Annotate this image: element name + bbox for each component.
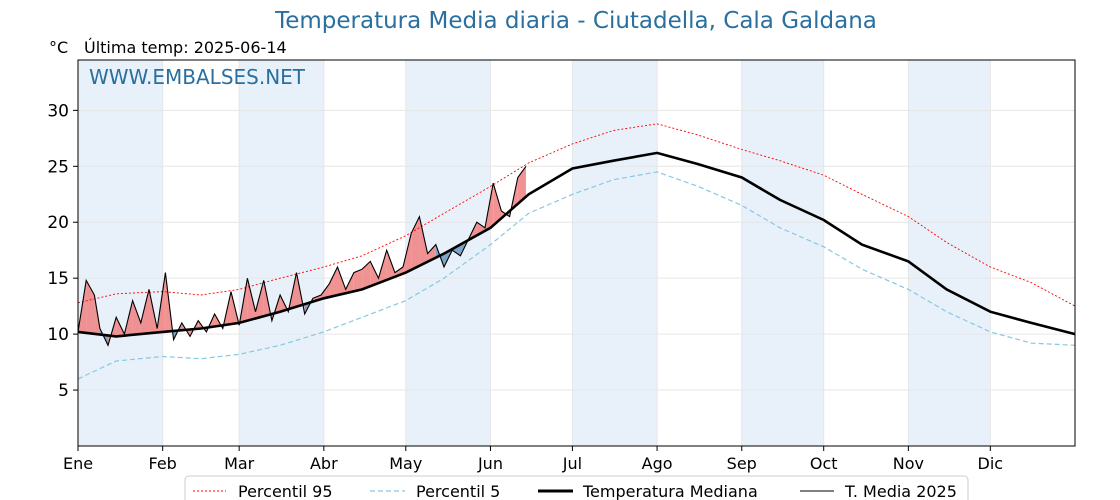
x-tick-label: Sep [727, 454, 757, 473]
x-tick-label: Jul [562, 454, 582, 473]
x-tick-label: Abr [310, 454, 338, 473]
x-tick-label: Oct [810, 454, 838, 473]
fill-above-median [321, 283, 330, 300]
current-year-line [77, 165, 527, 347]
x-tick-label: Ene [63, 454, 93, 473]
month-band [572, 60, 658, 446]
y-axis-unit: °C [49, 38, 69, 57]
fill-above-median [493, 183, 502, 226]
last-temp-label: Última temp: 2025-06-14 [84, 38, 287, 57]
gridlines [77, 60, 1075, 446]
x-tick-label: Feb [149, 454, 177, 473]
fill-below-median [452, 244, 461, 256]
y-tick-label: 5 [58, 381, 69, 401]
legend-current-label: T. Media 2025 [844, 482, 957, 500]
fill-above-median [476, 222, 485, 236]
percentile-5-line [77, 171, 1076, 380]
month-bands [78, 60, 991, 446]
fill-above-median [419, 216, 428, 266]
month-band [78, 60, 163, 446]
y-tick-label: 30 [47, 101, 69, 121]
fill-above-median [132, 300, 141, 335]
plot-frame [77, 59, 1076, 447]
fill-above-median [362, 261, 371, 290]
series-lines [77, 123, 1076, 380]
legend-p95-label: Percentil 95 [238, 482, 333, 500]
fill-above-median [353, 269, 363, 292]
y-tick-label: 25 [47, 157, 69, 177]
x-tick-label: Ago [642, 454, 673, 473]
x-tick-label: Nov [893, 454, 924, 473]
fill-above-median [140, 289, 150, 334]
legend-box [184, 475, 969, 500]
legend: Percentil 95 Percentil 5 Temperatura Med… [184, 475, 969, 500]
legend-p5-label: Percentil 5 [416, 482, 500, 500]
fill-above-median [198, 320, 207, 332]
y-tick-label: 10 [47, 325, 69, 345]
x-tick-label: Mar [224, 454, 255, 473]
x-axis-ticks: Ene Feb Mar Abr May Jun Jul Ago Sep Oct Nov Dic [63, 446, 1003, 473]
chart-title: Temperatura Media diaria - Ciutadella, C… [275, 8, 877, 34]
month-band [741, 60, 824, 446]
fill-above-median [86, 280, 95, 334]
x-tick-label: Dic [978, 454, 1004, 473]
month-band [908, 60, 991, 446]
month-band [239, 60, 324, 446]
fill-above-median [329, 266, 338, 298]
y-tick-label: 15 [47, 269, 69, 289]
fill-above-median [386, 250, 395, 280]
fill-above-median [517, 166, 526, 204]
watermark: WWW.EMBALSES.NET [89, 65, 306, 89]
percentile-95-line [77, 123, 1076, 307]
y-tick-label: 20 [47, 213, 69, 233]
x-tick-label: Jun [477, 454, 503, 473]
y-axis-ticks: 5 10 15 20 25 30 [47, 101, 78, 401]
x-tick-label: May [389, 454, 422, 473]
legend-median-label: Temperatura Mediana [582, 482, 758, 500]
fill-above-median [370, 261, 379, 287]
